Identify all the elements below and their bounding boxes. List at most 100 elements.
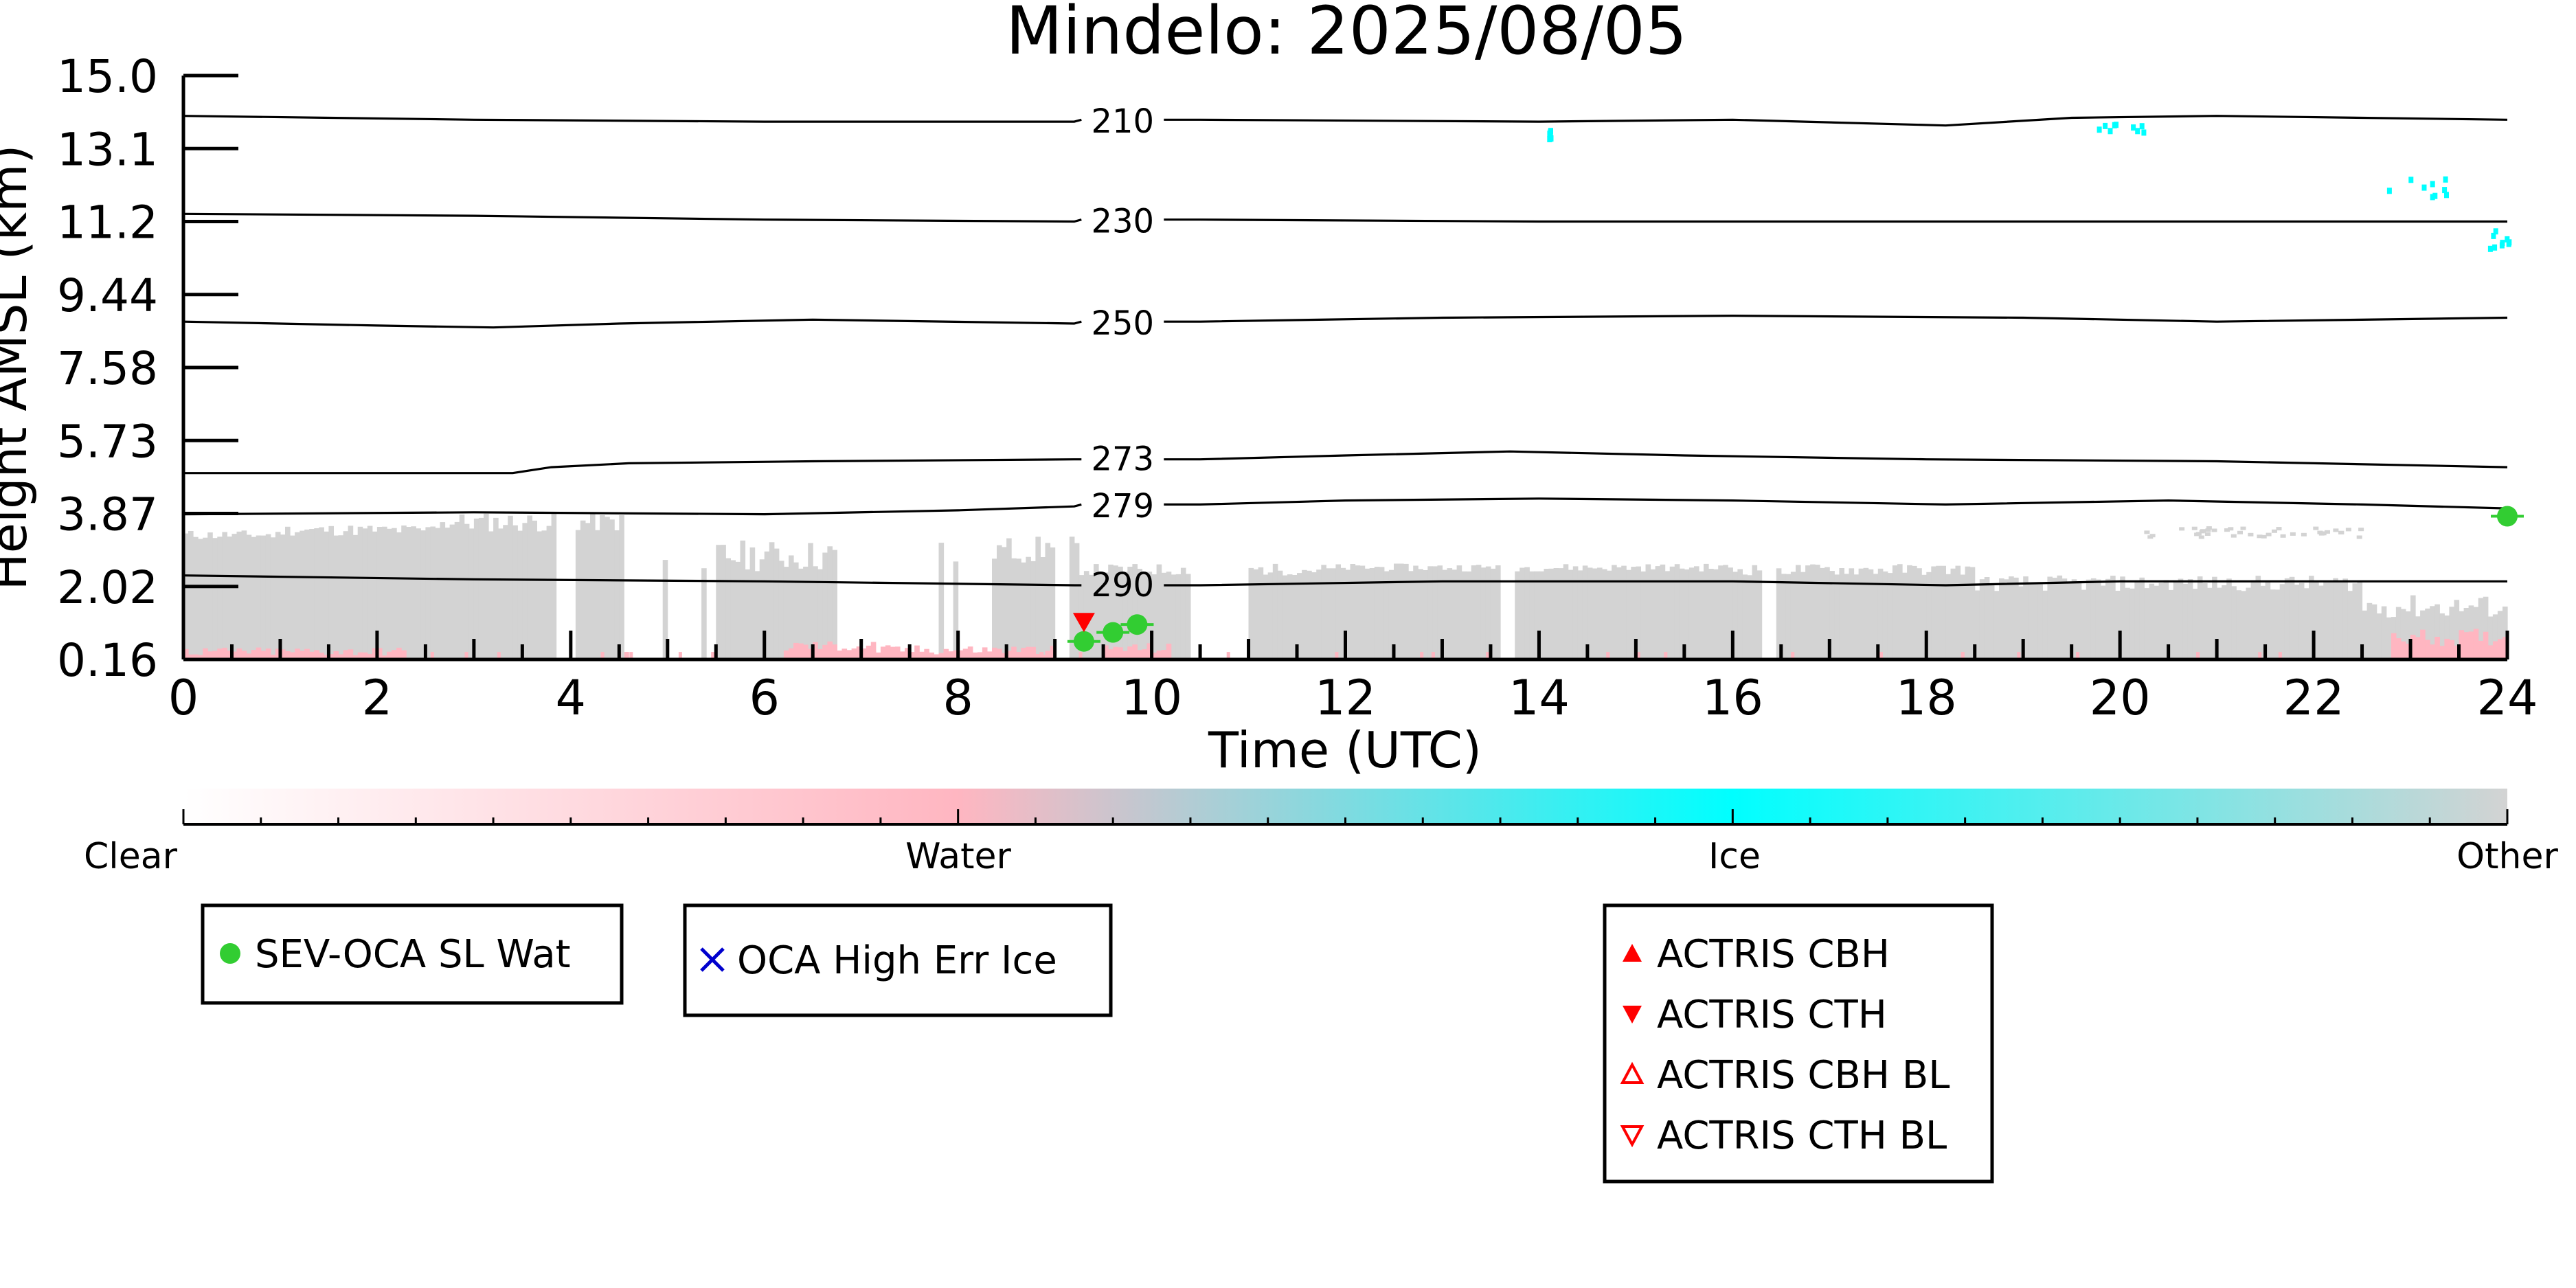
other-class-column <box>454 521 460 659</box>
other-class-column <box>1704 563 1709 659</box>
other-class-column <box>2260 585 2266 659</box>
other-class-column <box>1258 567 1264 659</box>
other-class-column <box>459 515 465 659</box>
other-class-column <box>416 528 421 659</box>
other-class-column <box>333 535 339 659</box>
other-class-column <box>1815 565 1820 659</box>
other-class-column <box>304 529 310 659</box>
other-class-column <box>2158 583 2165 659</box>
other-class-column <box>285 526 291 659</box>
other-class-column <box>314 528 319 659</box>
water-class-column <box>1026 646 1031 659</box>
other-class-column <box>662 560 668 659</box>
other-class-column <box>1728 567 1733 659</box>
water-class-column <box>2444 638 2450 659</box>
y-tick-label: 13.1 <box>57 123 158 176</box>
water-class-column <box>870 651 877 659</box>
other-class-column <box>478 517 484 659</box>
other-class-column <box>1810 564 1816 659</box>
other-class-column <box>1427 566 1433 659</box>
legend-marker-triangle-down <box>1623 1006 1642 1024</box>
other-class-column <box>2231 586 2237 659</box>
other-class-column <box>246 534 252 659</box>
other-class-column <box>2357 580 2363 659</box>
other-class-column <box>1839 568 1844 659</box>
other-class-column <box>1253 569 1259 659</box>
other-class-column <box>1524 567 1530 659</box>
other-class-column <box>1955 565 1961 659</box>
other-class-column <box>1364 568 1370 659</box>
other-class-column <box>1544 569 1550 659</box>
other-class-column <box>1960 574 1966 659</box>
other-class-column <box>1718 565 1724 659</box>
other-class-column <box>1045 543 1051 659</box>
ice-class-pixel <box>2432 192 2438 199</box>
other-class-column <box>798 568 804 659</box>
contour-line-290 <box>1164 580 2507 587</box>
other-class-column <box>609 519 615 659</box>
other-class-pixel <box>2211 528 2217 532</box>
legend-label: SEV-OCA SL Wat <box>255 932 571 977</box>
contour-line-273 <box>1164 450 2508 468</box>
water-class-column <box>856 646 862 659</box>
ice-class-pixel <box>2430 194 2435 201</box>
other-class-column <box>420 530 426 659</box>
other-class-column <box>362 528 368 659</box>
other-class-column <box>827 546 833 659</box>
y-axis-label: Height AMSL (km) <box>0 145 38 591</box>
water-class-column <box>982 647 988 659</box>
other-class-column <box>1926 572 1932 659</box>
other-class-column <box>1660 564 1666 659</box>
other-class-column <box>2057 575 2063 659</box>
water-class-column <box>382 655 387 659</box>
other-class-column <box>498 528 504 659</box>
other-class-column <box>2381 606 2387 659</box>
other-class-column <box>759 559 765 659</box>
other-class-column <box>1030 561 1036 659</box>
other-class-column <box>605 517 610 659</box>
other-class-column <box>188 531 194 659</box>
other-class-column <box>2304 588 2309 659</box>
water-class-column <box>1122 651 1128 659</box>
other-class-column <box>1907 565 1912 659</box>
other-class-column <box>1592 568 1598 659</box>
contour-label-273: 273 <box>1091 440 1154 479</box>
other-class-column <box>1636 566 1641 659</box>
other-class-column <box>1950 568 1956 659</box>
other-class-column <box>222 532 227 659</box>
other-class-pixel <box>2240 526 2246 530</box>
other-class-column <box>382 526 387 659</box>
water-class-column <box>246 653 252 659</box>
water-class-column <box>1035 654 1041 659</box>
other-class-column <box>1485 566 1491 659</box>
water-class-column <box>962 648 969 659</box>
other-class-column <box>2347 591 2353 659</box>
legend-label: ACTRIS CBH BL <box>1657 1053 1950 1098</box>
water-class-column <box>2425 640 2430 659</box>
water-class-column <box>1226 652 1230 659</box>
other-class-column <box>2318 585 2324 659</box>
water-class-column <box>2497 639 2503 659</box>
other-class-column <box>290 535 295 659</box>
other-class-column <box>1321 565 1326 659</box>
water-class-column <box>924 648 929 659</box>
water-class-column <box>2439 646 2445 659</box>
water-class-column <box>789 648 794 659</box>
other-class-column <box>614 530 620 659</box>
other-class-column <box>2386 617 2392 659</box>
other-class-column <box>2406 611 2411 659</box>
other-class-column <box>425 527 431 659</box>
other-class-column <box>1359 565 1366 659</box>
other-class-column <box>2395 607 2402 659</box>
water-class-column <box>832 644 837 659</box>
other-class-column <box>1829 571 1835 659</box>
contour-line-230 <box>183 212 1082 223</box>
other-class-pixel <box>2205 528 2211 532</box>
water-class-column <box>813 642 818 659</box>
other-class-column <box>1074 543 1080 659</box>
other-class-column <box>1650 569 1656 659</box>
other-class-column <box>2279 584 2285 659</box>
ice-class-pixel <box>1547 131 1552 137</box>
other-class-column <box>2274 589 2281 659</box>
other-class-column <box>1267 572 1274 659</box>
